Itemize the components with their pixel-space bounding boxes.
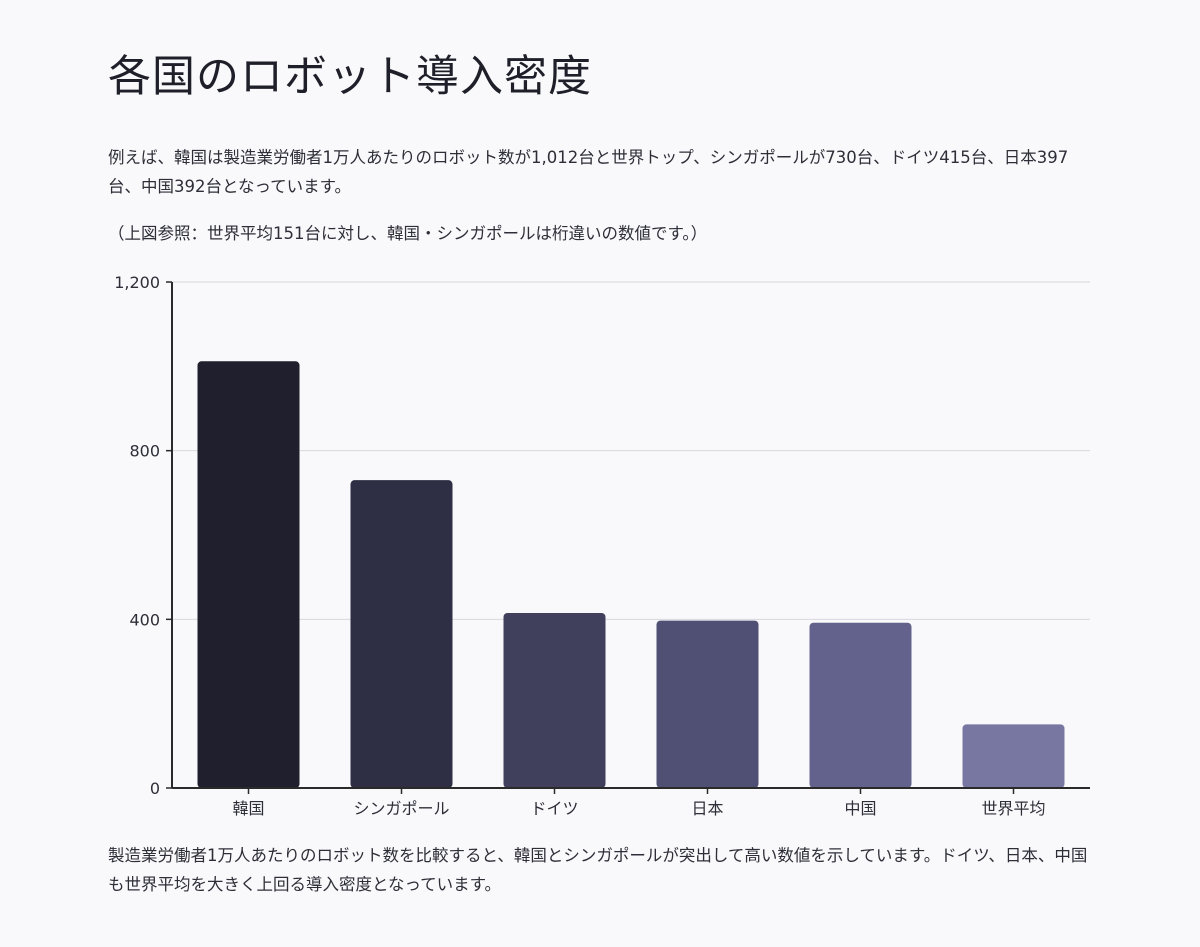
chart-axes	[166, 281, 1090, 794]
summary-paragraph: 製造業労働者1万人あたりのロボット数を比較すると、韓国とシンガポールが突出して高…	[108, 846, 1088, 894]
x-tick-label: 世界平均	[981, 799, 1045, 818]
x-tick-label: 中国	[844, 799, 876, 818]
y-tick-label: 800	[129, 442, 160, 461]
chart-tick-labels: 0 400 800 1,200 韓国 シンガポール ドイツ 日本 中国 世界平均	[114, 273, 1045, 818]
x-tick-label: 日本	[691, 799, 723, 818]
x-tick-label: シンガポール	[353, 799, 449, 818]
bar-chart: 0 400 800 1,200 韓国 シンガポール ドイツ 日本 中国 世界平均	[114, 273, 1090, 818]
x-tick-label: 韓国	[232, 799, 264, 818]
page-title: 各国のロボット導入密度	[108, 52, 592, 102]
y-tick-label: 400	[129, 610, 160, 629]
bar	[503, 613, 606, 788]
chart-bars	[197, 361, 1065, 788]
intro-paragraph: 例えば、韓国は製造業労働者1万人あたりのロボット数が1,012台と世界トップ、シ…	[108, 148, 1069, 196]
bar	[656, 620, 759, 788]
y-tick-label: 0	[150, 779, 160, 798]
note-paragraph: （上図参照：世界平均151台に対し、韓国・シンガポールは桁違いの数値です。）	[108, 224, 708, 243]
bar	[962, 724, 1065, 788]
x-tick-label: ドイツ	[530, 799, 578, 818]
bar	[350, 480, 453, 788]
bar	[809, 622, 912, 788]
y-tick-label: 1,200	[114, 273, 160, 292]
bar	[197, 361, 300, 788]
chart-gridlines	[172, 281, 1090, 620]
